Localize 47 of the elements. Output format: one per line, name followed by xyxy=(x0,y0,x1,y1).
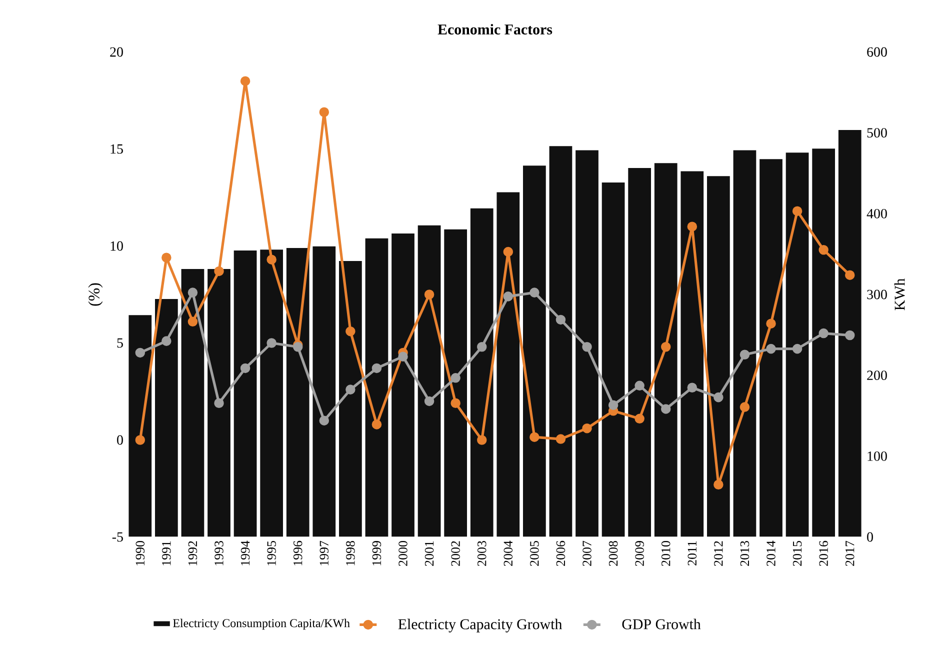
x-tick-label: 2016 xyxy=(819,540,828,566)
y-tick-label: 10 xyxy=(110,241,123,251)
x-tick-label: 2011 xyxy=(688,541,697,566)
y-tick-label: 20 xyxy=(110,47,123,57)
x-tick-label: 1992 xyxy=(188,541,198,566)
x-tick-label: 2007 xyxy=(582,540,592,566)
legend-label: Electricty Consumption Capita/KWh xyxy=(173,618,350,630)
x-tick-label: 1990 xyxy=(136,541,145,566)
y2-tick-label: 300 xyxy=(867,290,887,300)
chart-title: Economic Factors xyxy=(438,24,552,34)
y-tick-label: -5 xyxy=(112,532,123,542)
x-tick-label: 1995 xyxy=(267,541,276,566)
y-tick-label: 0 xyxy=(117,435,123,445)
x-tick-label: 1993 xyxy=(214,541,224,566)
x-tick-label: 2012 xyxy=(714,541,723,566)
y-axis-title: (%) xyxy=(88,283,103,306)
y2-axis-title: KWh xyxy=(894,278,905,310)
x-tick-label: 2004 xyxy=(504,540,513,566)
x-tick-label: 2010 xyxy=(662,541,670,566)
y-tick-label: 5 xyxy=(117,338,123,348)
y2-tick-label: 100 xyxy=(868,451,887,461)
x-tick-label: 2002 xyxy=(451,541,460,566)
x-tick-label: 2001 xyxy=(424,541,434,566)
x-tick-label: 1991 xyxy=(162,541,171,566)
x-tick-label: 2013 xyxy=(740,541,750,566)
x-tick-label: 1998 xyxy=(346,541,355,566)
legend-label: GDP Growth xyxy=(622,618,701,630)
x-tick-label: 1996 xyxy=(294,540,302,566)
y2-tick-label: 200 xyxy=(867,370,887,380)
x-tick-label: 2014 xyxy=(766,540,776,566)
x-tick-label: 2000 xyxy=(398,541,408,566)
x-tick-label: 2015 xyxy=(792,541,802,566)
x-tick-label: 1997 xyxy=(320,540,328,566)
x-tick-label: 2017 xyxy=(846,540,854,566)
x-tick-label: 1999 xyxy=(372,541,382,566)
legend-label: Electricty Capacity Growth xyxy=(398,618,562,632)
x-tick-label: 2006 xyxy=(556,540,566,566)
x-tick-label: 2008 xyxy=(608,541,618,566)
y2-tick-label: 500 xyxy=(867,128,887,138)
y-tick-label: 15 xyxy=(110,144,123,154)
x-tick-label: 1994 xyxy=(240,540,250,566)
x-tick-label: 2005 xyxy=(530,541,539,566)
y2-tick-label: 0 xyxy=(867,532,873,542)
y2-tick-label: 600 xyxy=(867,47,887,57)
x-tick-label: 2003 xyxy=(477,541,486,566)
y2-tick-label: 400 xyxy=(866,208,887,218)
x-tick-label: 2009 xyxy=(635,541,644,566)
